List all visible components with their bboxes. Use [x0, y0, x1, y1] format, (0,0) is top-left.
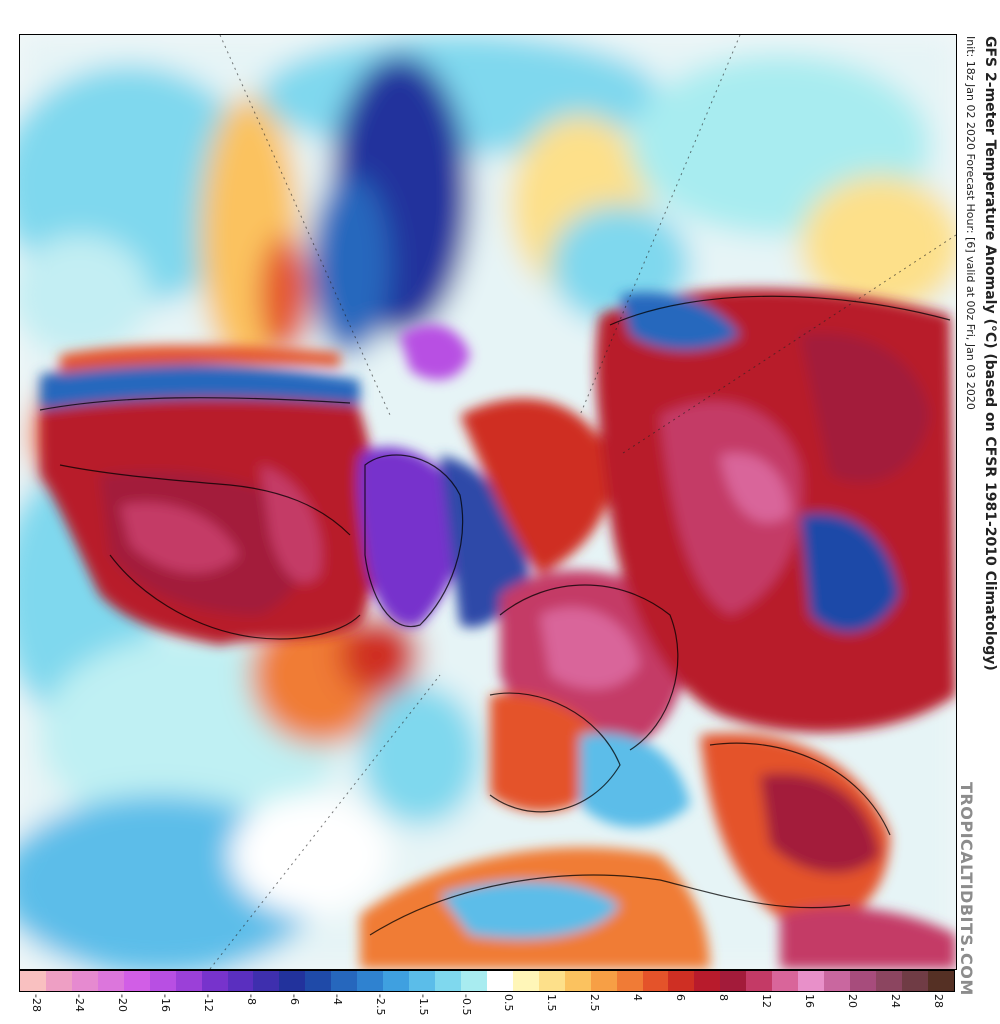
colorbar-tick-label: -24: [72, 994, 86, 1012]
colorbar-tick-label: -2.5: [373, 994, 387, 1016]
colorbar-cell: [720, 971, 747, 991]
colorbar-tick-label: -4: [330, 994, 344, 1005]
colorbar-tick-label: -28: [30, 994, 43, 1012]
colorbar-tick-label: -0.5: [459, 994, 473, 1016]
colorbar-cell: [772, 971, 799, 991]
colorbar-cell: [642, 971, 669, 991]
grid-lines: [209, 35, 956, 969]
colorbar-tick-label: -8: [244, 994, 258, 1005]
colorbar-cell: [746, 971, 773, 991]
colorbar-tick-label: 6: [674, 994, 688, 1001]
map-panel: [19, 34, 957, 970]
colorbar-cell: [616, 971, 643, 991]
colorbar-cell: [850, 971, 876, 991]
temperature-anomaly-map: [20, 35, 956, 969]
colorbar-cell: [435, 971, 461, 991]
colorbar-cell: [824, 971, 850, 991]
colorbar-tick-label: -6: [287, 994, 301, 1005]
colorbar-cell: [512, 971, 539, 991]
colorbar-cell: [227, 971, 254, 991]
colorbar-cell: [20, 971, 46, 991]
colorbar-cell: [71, 971, 98, 991]
colorbar-cell: [357, 971, 384, 991]
colorbar-cell: [383, 971, 410, 991]
map-title: GFS 2-meter Temperature Anomaly (°C) (ba…: [982, 36, 998, 671]
colorbar-tick-label: -16: [158, 994, 172, 1012]
colorbar-tick-label: 4: [631, 994, 645, 1001]
colorbar-cell: [279, 971, 306, 991]
colorbar-tick-label: 16: [803, 994, 817, 1008]
colorbar-cell: [590, 971, 617, 991]
colorbar-tick-label: 24: [889, 994, 903, 1008]
colorbar-tick-label: 12: [760, 994, 774, 1008]
colorbar-cell: [331, 971, 358, 991]
colorbar-cell: [460, 971, 487, 991]
land-anomalies: [40, 288, 956, 969]
colorbar-cell: [45, 971, 72, 991]
colorbar-tick-label: -12: [201, 994, 215, 1012]
colorbar: [19, 970, 955, 992]
colorbar-cell: [409, 971, 435, 991]
colorbar-tick-label: 28: [932, 994, 945, 1008]
colorbar-cell: [305, 971, 332, 991]
colorbar-cell: [538, 971, 565, 991]
colorbar-tick-label: 2.5: [588, 994, 602, 1012]
colorbar-cell: [253, 971, 280, 991]
colorbar-tick-label: -1.5: [416, 994, 430, 1016]
colorbar-cell: [564, 971, 591, 991]
colorbar-cell: [798, 971, 825, 991]
colorbar-cell: [901, 971, 928, 991]
colorbar-labels: -28 -24 -20 -16 -12 -8 -6 -4 -2.5 -1.5 -0.5 0.5 1.5 2…: [19, 994, 955, 1022]
colorbar-cell: [175, 971, 202, 991]
coastlines: [39, 295, 951, 936]
colorbar-tick-label: -20: [115, 994, 129, 1012]
watermark: TROPICALTIDBITS.COM: [957, 782, 976, 996]
colorbar-cell: [201, 971, 228, 991]
colorbar-tick-label: 8: [717, 994, 731, 1001]
colorbar-cell: [668, 971, 695, 991]
colorbar-tick-label: 1.5: [545, 994, 559, 1012]
colorbar-cell: [694, 971, 721, 991]
colorbar-cell: [149, 971, 176, 991]
forecast-info: Init: 18z Jan 02 2020 Forecast Hour: [6]…: [964, 36, 977, 410]
colorbar-tick-label: 0.5: [502, 994, 516, 1012]
colorbar-cell: [97, 971, 124, 991]
colorbar-cell: [123, 971, 150, 991]
colorbar-cell: [927, 971, 954, 991]
colorbar-cell: [486, 971, 513, 991]
colorbar-cell: [875, 971, 902, 991]
colorbar-tick-label: 20: [846, 994, 860, 1008]
